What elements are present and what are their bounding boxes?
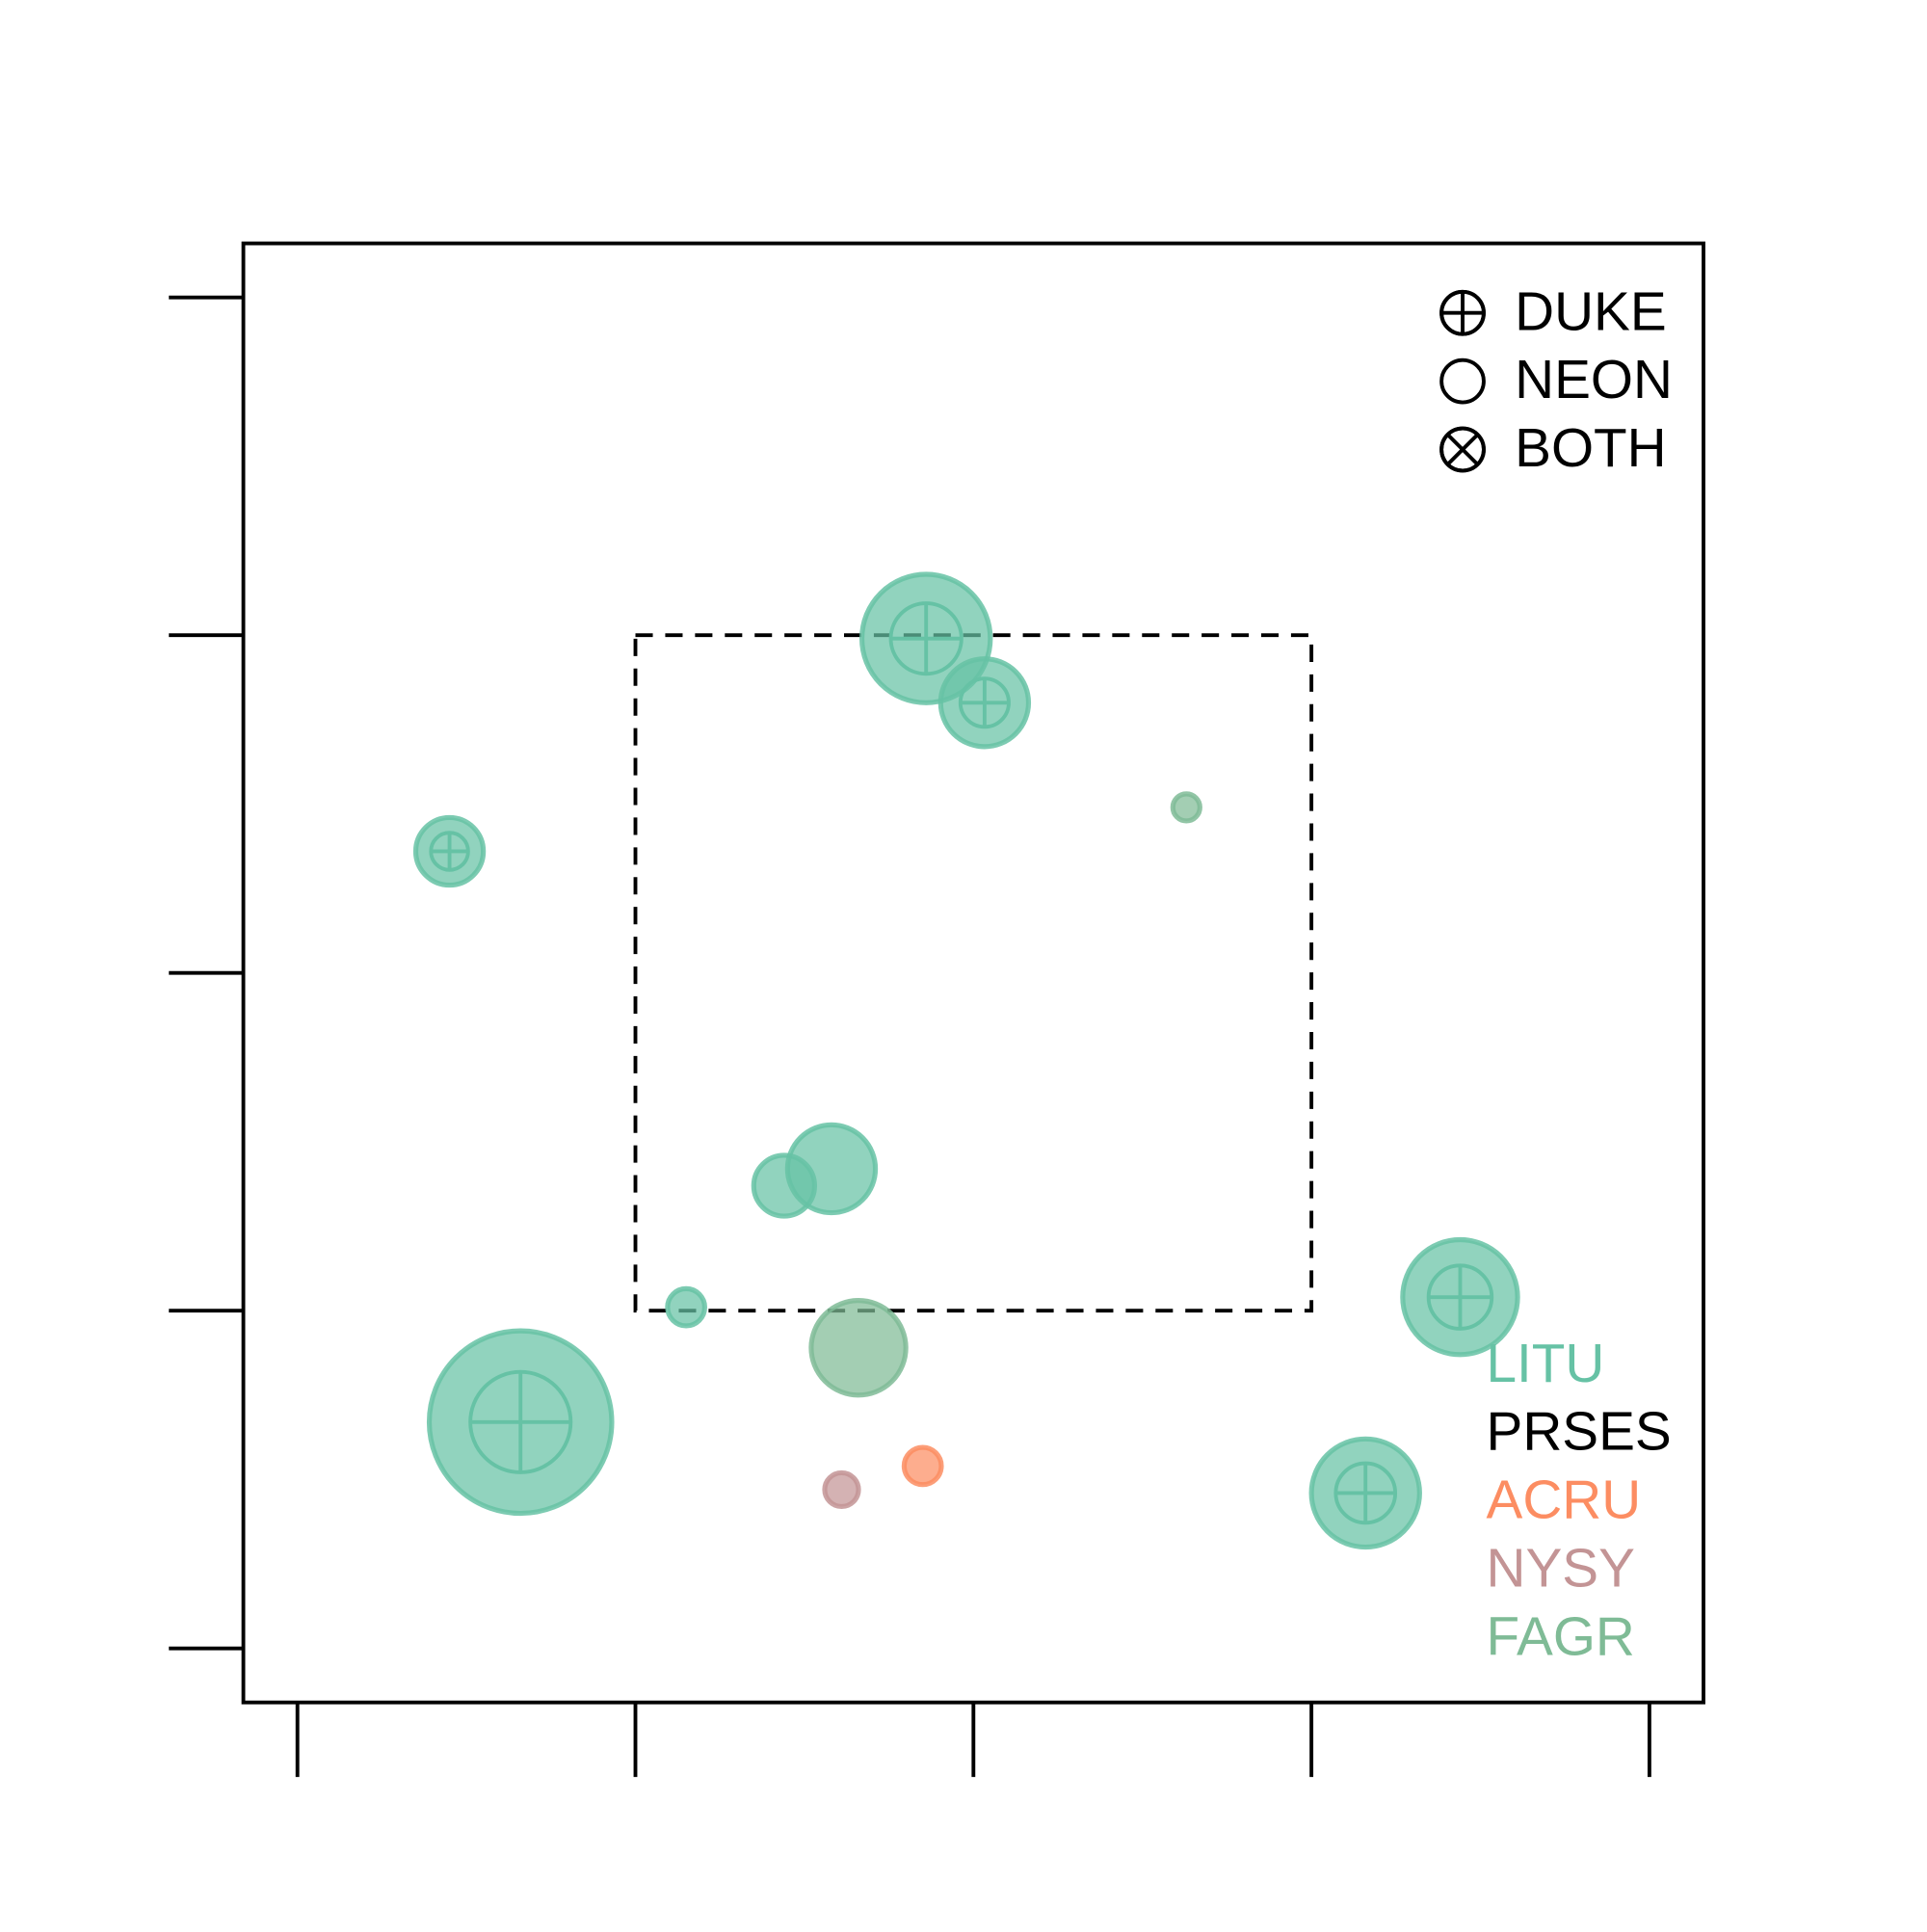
bubble xyxy=(901,1444,944,1488)
point xyxy=(822,1469,861,1510)
bubble xyxy=(1170,791,1202,824)
point xyxy=(1400,1236,1520,1358)
bubble xyxy=(665,1285,707,1329)
point xyxy=(901,1444,944,1488)
legend-symbol xyxy=(1439,357,1486,405)
point xyxy=(1170,791,1202,824)
site-legend-label: BOTH xyxy=(1515,418,1666,479)
legend-label: FAGR xyxy=(1487,1606,1635,1667)
legend-label: LITU xyxy=(1487,1334,1605,1394)
symbol-cross xyxy=(1446,433,1479,466)
site-legend-entry: BOTH xyxy=(1439,418,1667,479)
bubble xyxy=(784,1122,879,1216)
legend-label: PRSES xyxy=(1487,1402,1672,1463)
bubble xyxy=(808,1298,909,1398)
point xyxy=(1308,1436,1422,1550)
point xyxy=(937,656,1032,750)
point xyxy=(784,1122,879,1216)
bubble xyxy=(822,1469,861,1510)
point xyxy=(412,814,487,888)
site-legend-entry: NEON xyxy=(1439,350,1673,410)
site-legend-label: NEON xyxy=(1515,350,1673,410)
point xyxy=(808,1298,909,1398)
point xyxy=(426,1328,615,1517)
point xyxy=(665,1285,707,1329)
site-legend-label: DUKE xyxy=(1515,281,1667,342)
site-legend-entry: DUKE xyxy=(1439,281,1667,342)
symbol-inner xyxy=(1439,426,1486,473)
legend-label: NYSY xyxy=(1487,1538,1635,1599)
legend-label: ACRU xyxy=(1487,1470,1642,1531)
